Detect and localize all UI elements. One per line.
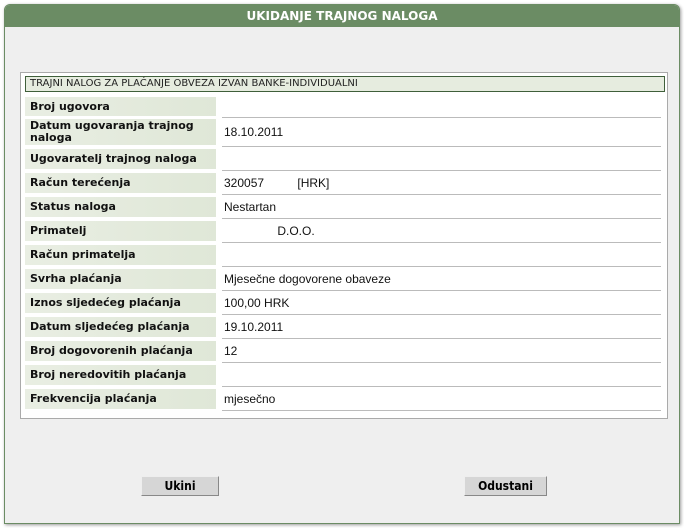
row-value bbox=[222, 364, 661, 387]
row-value bbox=[222, 96, 661, 118]
row-label: Ugovaratelj trajnog naloga bbox=[25, 149, 216, 169]
detail-row: Račun primatelja bbox=[25, 244, 661, 267]
row-label: Račun terećenja bbox=[25, 173, 216, 193]
dialog-window: UKIDANJE TRAJNOG NALOGA TRAJNI NALOG ZA … bbox=[4, 4, 680, 524]
row-label: Primatelj bbox=[25, 221, 216, 241]
ukini-button[interactable]: Ukini bbox=[141, 476, 219, 496]
detail-row: Primatelj D.O.O. bbox=[25, 220, 661, 243]
detail-row: Status naloga Nestartan bbox=[25, 196, 661, 219]
row-label: Račun primatelja bbox=[25, 245, 216, 265]
row-label: Iznos sljedećeg plaćanja bbox=[25, 293, 216, 313]
row-value: 100,00 HRK bbox=[222, 292, 661, 315]
row-value: Mjesečne dogovorene obaveze bbox=[222, 268, 661, 291]
details-panel: TRAJNI NALOG ZA PLAĆANJE OBVEZA IZVAN BA… bbox=[20, 72, 668, 419]
row-value: 320057 [HRK] bbox=[222, 172, 661, 195]
row-value bbox=[222, 244, 661, 267]
detail-row: Datum ugovaranja trajnog naloga 18.10.201… bbox=[25, 118, 661, 147]
row-label: Broj ugovora bbox=[25, 97, 216, 116]
row-value: Nestartan bbox=[222, 196, 661, 219]
detail-row: Broj ugovora bbox=[25, 96, 661, 118]
row-label: Status naloga bbox=[25, 197, 216, 217]
row-label: Datum ugovaranja trajnog naloga bbox=[25, 119, 216, 145]
row-value: 12 bbox=[222, 340, 661, 363]
detail-row: Račun terećenja 320057 [HRK] bbox=[25, 172, 661, 195]
row-value: 18.10.2011 bbox=[222, 118, 661, 147]
detail-row: Datum sljedećeg plaćanja 19.10.2011 bbox=[25, 316, 661, 339]
detail-row: Broj neredovitih plaćanja bbox=[25, 364, 661, 387]
detail-row: Ugovaratelj trajnog naloga bbox=[25, 148, 661, 171]
detail-row: Broj dogovorenih plaćanja 12 bbox=[25, 340, 661, 363]
section-header: TRAJNI NALOG ZA PLAĆANJE OBVEZA IZVAN BA… bbox=[25, 76, 665, 92]
detail-row: Svrha plaćanja Mjesečne dogovorene obavez… bbox=[25, 268, 661, 291]
row-label: Svrha plaćanja bbox=[25, 269, 216, 289]
row-label: Broj dogovorenih plaćanja bbox=[25, 341, 216, 361]
row-value: D.O.O. bbox=[222, 220, 661, 243]
row-label: Broj neredovitih plaćanja bbox=[25, 365, 216, 385]
row-label: Frekvencija plaćanja bbox=[25, 389, 216, 409]
row-value: mjesečno bbox=[222, 388, 661, 411]
detail-row: Frekvencija plaćanja mjesečno bbox=[25, 388, 661, 411]
row-label: Datum sljedećeg plaćanja bbox=[25, 317, 216, 337]
row-value: 19.10.2011 bbox=[222, 316, 661, 339]
row-value bbox=[222, 148, 661, 171]
detail-row: Iznos sljedećeg plaćanja 100,00 HRK bbox=[25, 292, 661, 315]
odustani-button[interactable]: Odustani bbox=[464, 476, 547, 496]
dialog-title: UKIDANJE TRAJNOG NALOGA bbox=[5, 5, 679, 27]
